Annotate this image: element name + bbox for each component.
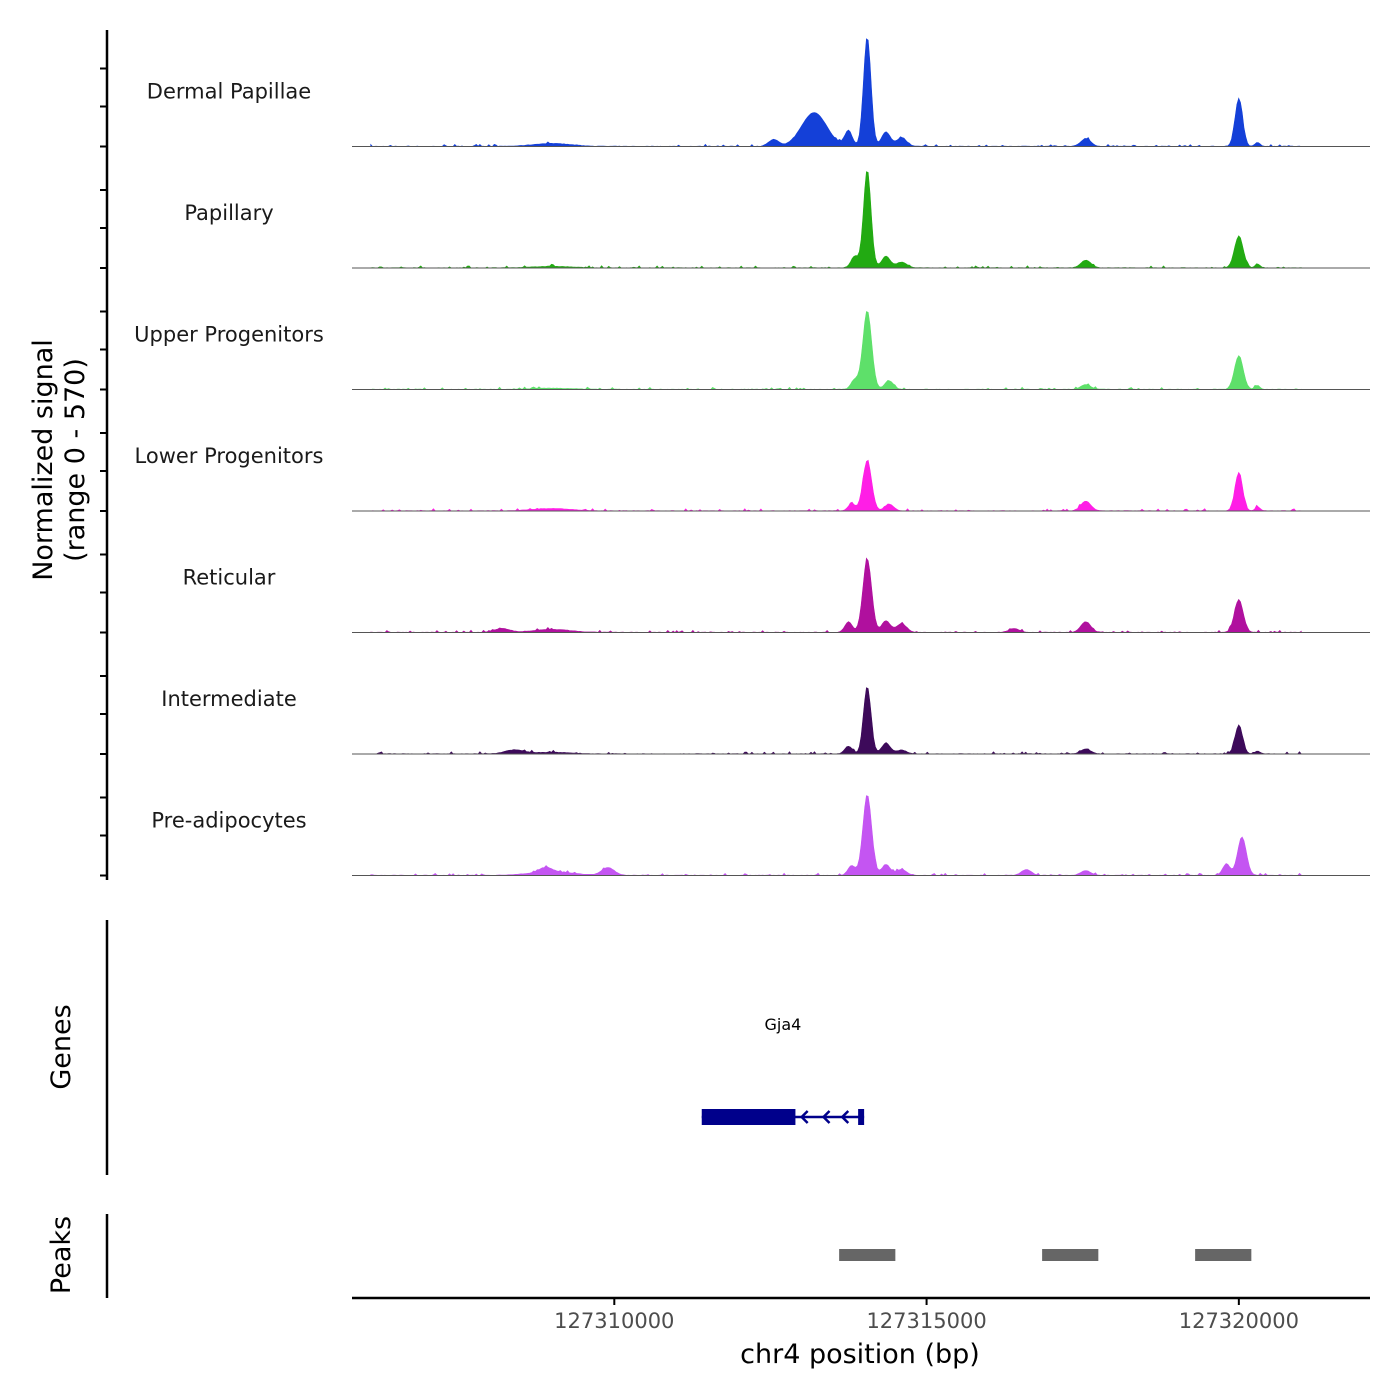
- gene-track: Gja4: [701, 1015, 865, 1125]
- coverage-area-papillary: [370, 171, 1302, 269]
- peaks-axis-title: Peaks: [46, 1216, 77, 1294]
- track-label: Intermediate: [161, 687, 297, 711]
- peak-region: [839, 1249, 896, 1261]
- x-axis-ticks: 127310000 127315000 127320000: [554, 1298, 1299, 1333]
- peak-region: [1195, 1249, 1252, 1261]
- gene-strand-arrow: [799, 1110, 809, 1124]
- y-axis-title-line2: (range 0 - 570): [60, 358, 91, 562]
- track-label: Upper Progenitors: [134, 323, 324, 347]
- track-label: Reticular: [183, 566, 276, 590]
- track-label: Pre-adipocytes: [151, 809, 306, 833]
- track-labels: Dermal Papillae Papillary Upper Progenitor…: [134, 80, 324, 833]
- x-tick-label: 127310000: [554, 1309, 674, 1333]
- coverage-area-lower-progenitors: [370, 459, 1302, 512]
- coverage-area-upper-progenitors: [370, 311, 1302, 390]
- gene-exon-end: [858, 1109, 865, 1125]
- coverage-area-pre-adipocytes: [370, 795, 1302, 876]
- x-axis-title: chr4 position (bp): [740, 1339, 980, 1370]
- track-label: Papillary: [184, 201, 273, 225]
- track-label: Lower Progenitors: [135, 444, 324, 468]
- coverage-area-reticular: [370, 557, 1302, 633]
- gene-strand-arrow: [821, 1110, 831, 1124]
- x-tick-label: 127320000: [1179, 1309, 1299, 1333]
- coverage-area-dermal-papillae: [370, 38, 1302, 147]
- gene-label: Gja4: [765, 1015, 802, 1034]
- track-label: Dermal Papillae: [147, 80, 311, 104]
- coverage-tracks: [352, 38, 1370, 876]
- gene-exon-block: [701, 1109, 796, 1125]
- coverage-area-intermediate: [370, 687, 1302, 755]
- x-tick-label: 127315000: [866, 1309, 986, 1333]
- peak-region: [1042, 1249, 1099, 1261]
- signal-y-ticks: [100, 67, 107, 877]
- genes-axis-title: Genes: [46, 1004, 77, 1089]
- y-axis-title-line1: Normalized signal: [28, 339, 59, 581]
- gene-strand-arrow: [840, 1110, 850, 1124]
- peak-track: [839, 1249, 1252, 1261]
